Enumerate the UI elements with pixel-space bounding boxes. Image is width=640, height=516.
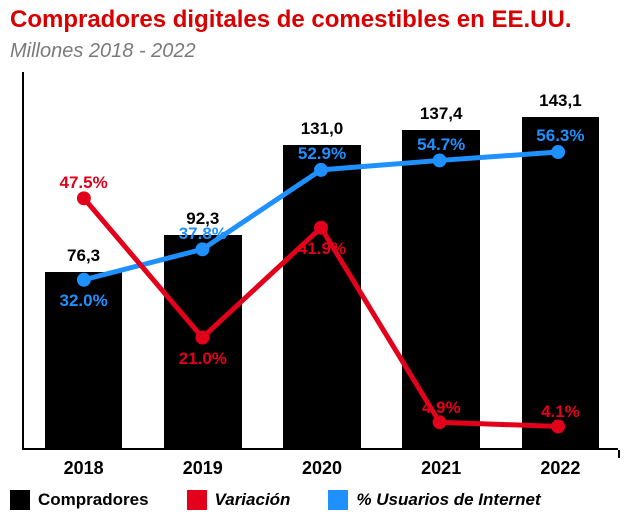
legend-swatch (187, 490, 207, 510)
variacion-value-label: 41.9% (292, 239, 352, 259)
legend-swatch (10, 490, 30, 510)
variacion-value-label: 21.0% (173, 349, 233, 369)
variacion-value-label: 4.1% (530, 402, 590, 422)
usuarios-marker (195, 242, 209, 256)
x-axis-label: 2018 (64, 458, 104, 479)
chart-area: 76,3201892,32019131,02020137,42021143,12… (22, 80, 618, 450)
x-axis-label: 2021 (421, 458, 461, 479)
variacion-marker (195, 331, 209, 345)
usuarios-marker (433, 153, 447, 167)
variacion-marker (314, 221, 328, 235)
x-axis-label: 2019 (183, 458, 223, 479)
usuarios-value-label: 54.7% (411, 135, 471, 155)
usuarios-value-label: 32.0% (54, 291, 114, 311)
chart-title: Compradores digitales de comestibles en … (10, 6, 572, 34)
x-axis-label: 2022 (540, 458, 580, 479)
chart-subtitle: Millones 2018 - 2022 (10, 40, 196, 63)
legend-swatch (328, 490, 348, 510)
usuarios-marker (314, 163, 328, 177)
usuarios-value-label: 52.9% (292, 144, 352, 164)
variacion-value-label: 47.5% (54, 173, 114, 193)
usuarios-marker (551, 145, 565, 159)
x-axis-label: 2020 (302, 458, 342, 479)
legend-label: Variación (215, 490, 291, 510)
variacion-value-label: 4.9% (411, 398, 471, 418)
usuarios-value-label: 56.3% (530, 126, 590, 146)
usuarios-marker (77, 273, 91, 287)
legend: Compradores Variación % Usuarios de Intern… (10, 490, 571, 510)
legend-label: % Usuarios de Internet (356, 490, 540, 510)
usuarios-value-label: 37.8% (173, 224, 233, 244)
variacion-marker (77, 191, 91, 205)
legend-label: Compradores (38, 490, 149, 510)
line-layer (24, 80, 618, 448)
